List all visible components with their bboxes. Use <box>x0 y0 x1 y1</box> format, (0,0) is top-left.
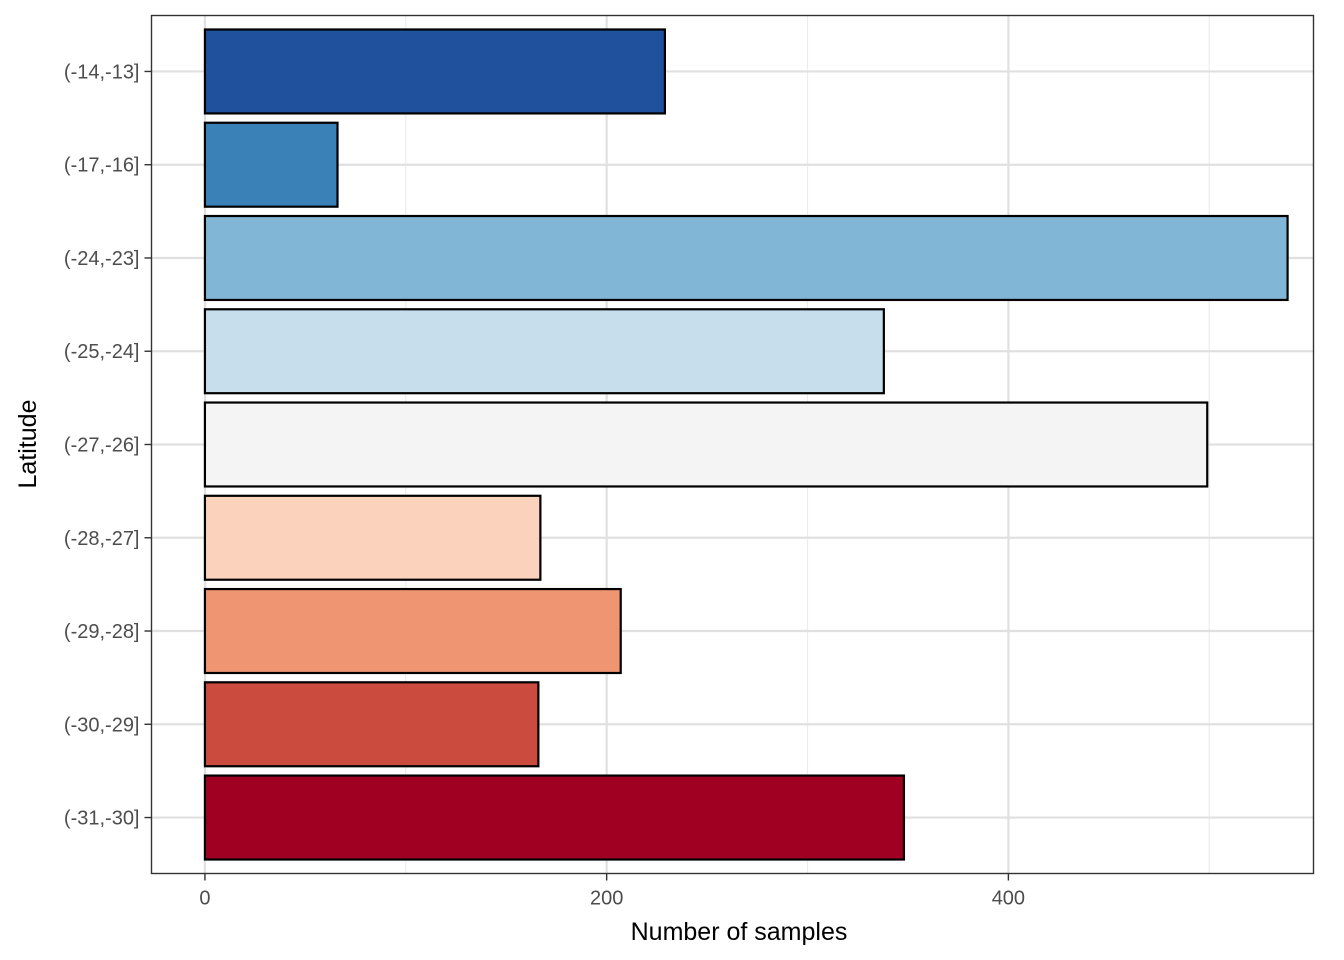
bar-30-29 <box>203 681 540 768</box>
x-axis: 0 200 400 <box>199 873 1025 910</box>
x-axis-title: Number of samples <box>631 918 848 946</box>
y-tick-label: (-24,-23] <box>64 248 140 270</box>
bar-28-27 <box>203 494 542 581</box>
bar-25-24 <box>203 308 885 395</box>
y-axis: (-14,-13] (-17,-16] (-24,-23] (-25,-24] (-27… <box>64 61 152 830</box>
y-tick-label: (-17,-16] <box>64 155 140 177</box>
x-tick-label: 200 <box>590 888 623 910</box>
bar-31-30 <box>203 774 906 861</box>
x-tick-label: 0 <box>199 888 210 910</box>
y-tick-label: (-14,-13] <box>64 61 140 83</box>
y-axis-title: Latitude <box>14 400 42 489</box>
bar-24-23 <box>203 214 1289 302</box>
bar-14-13 <box>203 28 667 115</box>
y-tick-label: (-30,-29] <box>64 714 140 736</box>
y-tick-label: (-27,-26] <box>64 435 140 457</box>
y-tick-label: (-31,-30] <box>64 808 140 830</box>
bars <box>203 28 1289 861</box>
y-tick-label: (-25,-24] <box>64 341 140 363</box>
x-tick-label: 400 <box>992 888 1025 910</box>
bar-29-28 <box>203 587 622 675</box>
bar-27-26 <box>203 401 1209 488</box>
y-tick-label: (-29,-28] <box>64 621 140 643</box>
y-tick-label: (-28,-27] <box>64 528 140 550</box>
bar-17-16 <box>203 121 339 208</box>
